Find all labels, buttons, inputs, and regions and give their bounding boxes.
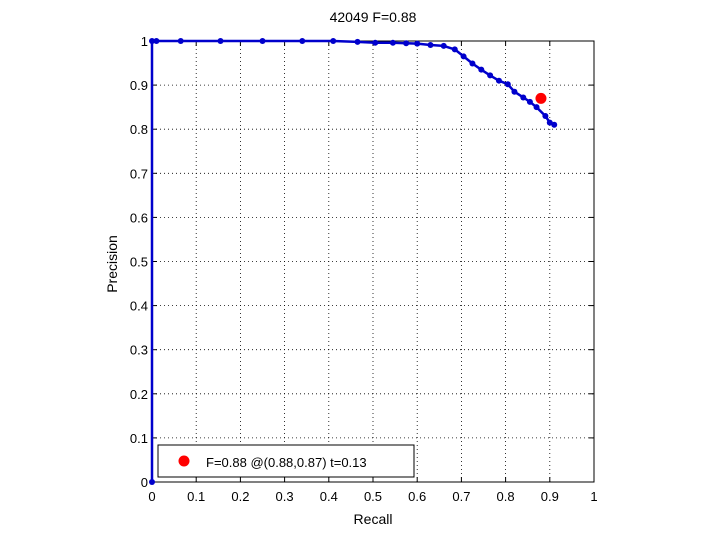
pr-curve-point	[469, 60, 476, 67]
x-tick-label: 0.6	[408, 489, 426, 504]
x-tick-label: 0.5	[364, 489, 382, 504]
pr-curve-point	[330, 38, 337, 44]
x-tick-label: 0.3	[276, 489, 294, 504]
pr-curve-point	[526, 98, 533, 105]
pr-curve-point	[149, 479, 155, 485]
pr-curve-point	[511, 88, 518, 95]
y-tick-label: 1	[141, 34, 148, 49]
pr-curve-point	[354, 38, 361, 45]
legend-box	[157, 444, 415, 478]
best-f-point	[535, 92, 547, 104]
y-tick-label: 0.7	[130, 166, 148, 181]
pr-curve-point	[451, 46, 458, 53]
x-tick-label: 0.1	[187, 489, 205, 504]
y-tick-label: 0.9	[130, 78, 148, 93]
pr-curve-point	[177, 38, 184, 44]
y-tick-label: 0.5	[130, 255, 148, 270]
pr-curve-point	[414, 40, 421, 47]
pr-curve-line	[150, 39, 551, 482]
y-tick-label: 0.8	[130, 122, 148, 137]
x-tick-label: 1	[590, 489, 597, 504]
pr-curve-point	[495, 77, 502, 84]
y-tick-label: 0.1	[130, 431, 148, 446]
x-tick-label: 0.9	[541, 489, 559, 504]
pr-curve-point	[440, 42, 447, 49]
pr-curve-point	[259, 38, 266, 44]
pr-curve-point	[520, 94, 527, 101]
pr-curve-point	[478, 66, 485, 73]
pr-curve-point	[542, 112, 549, 119]
series-layer	[149, 38, 558, 485]
x-tick-label: 0.2	[231, 489, 249, 504]
pr-curve-point	[372, 39, 379, 46]
pr-curve-point	[487, 72, 494, 79]
pr-curve-point	[153, 38, 160, 44]
grid-lines	[152, 41, 594, 482]
y-tick-label: 0.6	[130, 210, 148, 225]
pr-curve-point	[149, 38, 155, 44]
pr-curve-tail	[549, 121, 555, 126]
chart-title: 42049 F=0.88	[330, 9, 417, 25]
axis-ticks: 0 0.1 0.2 0.3 0.4 0.5 0.6 0.7 0.8 0.9 1 0 0.1 0.2 0.3 0…	[130, 34, 598, 504]
legend-marker	[178, 455, 190, 467]
y-tick-label: 0.4	[130, 299, 148, 314]
pr-curve-point	[460, 53, 467, 60]
pr-curve-point	[299, 38, 306, 44]
x-tick-label: 0.7	[452, 489, 470, 504]
legend: F=0.88 @(0.88,0.87) t=0.13	[157, 444, 415, 478]
pr-curve-point	[427, 41, 434, 48]
x-tick-label: 0.8	[497, 489, 515, 504]
pr-curve-point	[389, 39, 396, 46]
legend-label: F=0.88 @(0.88,0.87) t=0.13	[206, 455, 367, 470]
y-tick-label: 0.2	[130, 387, 148, 402]
x-tick-label: 0	[148, 489, 155, 504]
pr-curve-point	[533, 104, 540, 111]
y-tick-label: 0	[141, 475, 148, 490]
y-axis-label: Precision	[104, 235, 120, 293]
y-tick-label: 0.3	[130, 343, 148, 358]
pr-curve-point	[403, 40, 410, 47]
pr-curve-point	[217, 38, 224, 44]
x-tick-label: 0.4	[320, 489, 338, 504]
pr-curve-point	[504, 81, 511, 88]
x-axis-label: Recall	[354, 511, 393, 527]
